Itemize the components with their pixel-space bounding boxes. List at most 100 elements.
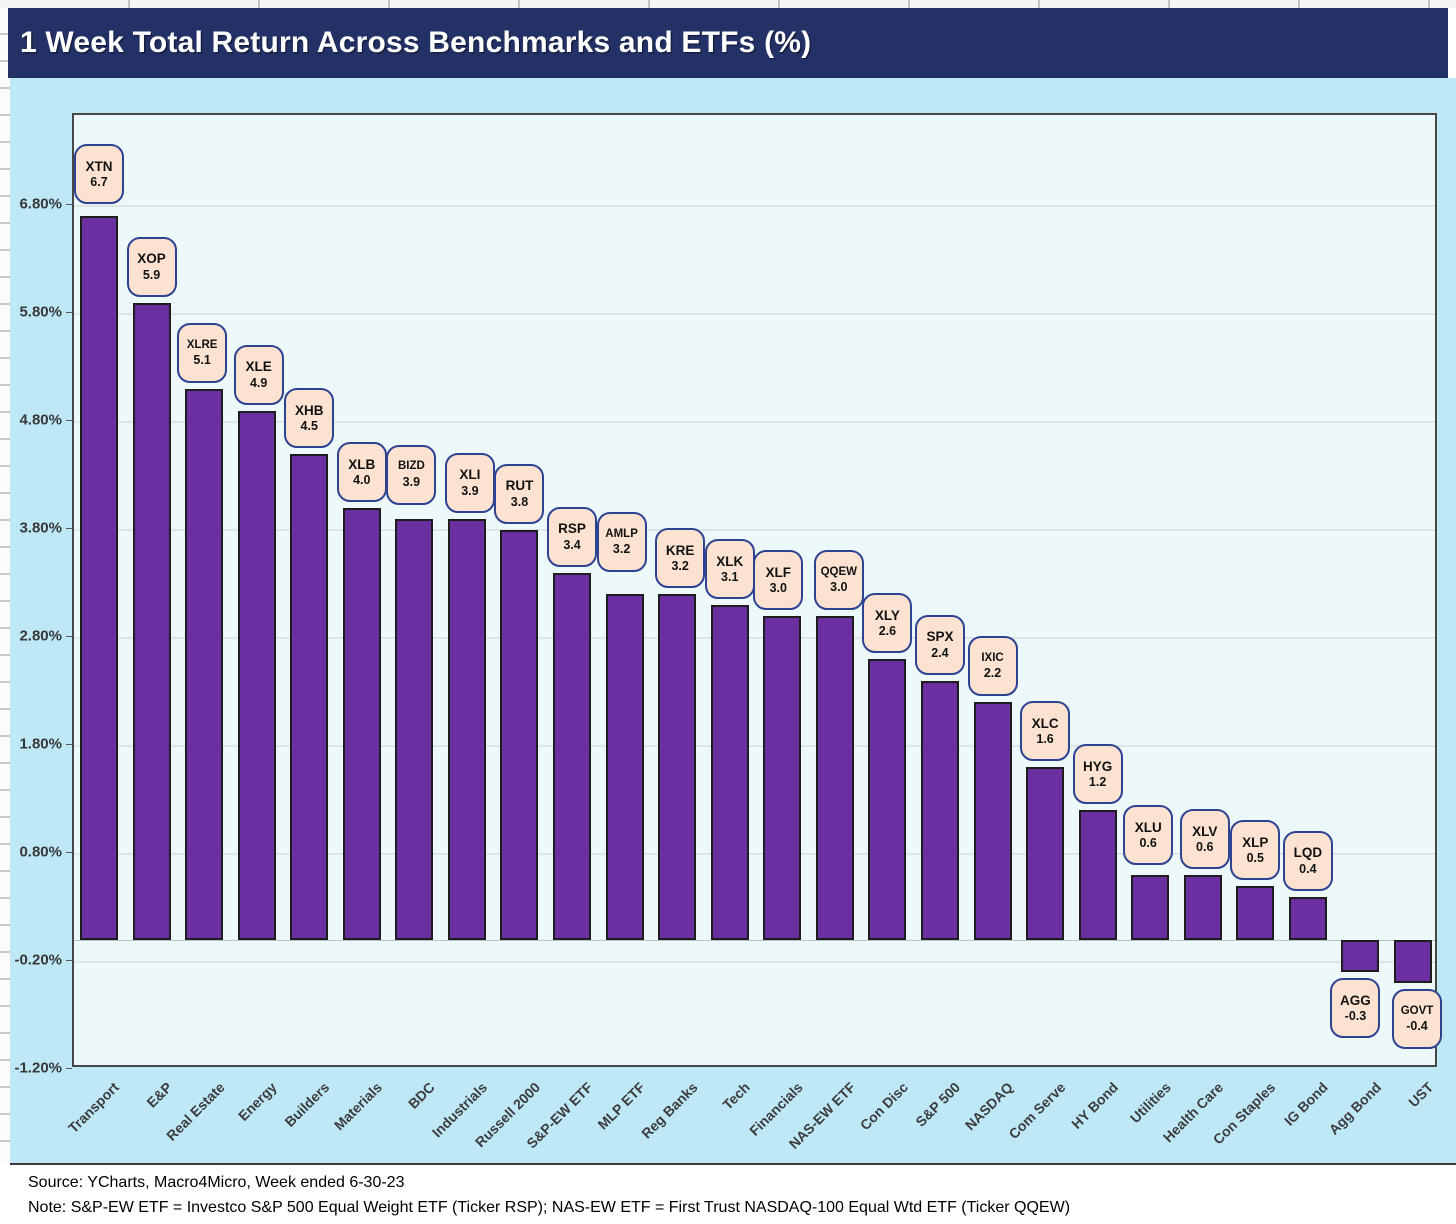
data-label-ticker-HYG: HYG [1082,758,1113,774]
chart-title: 1 Week Total Return Across Benchmarks an… [20,26,812,59]
data-label-value-XLU: 0.6 [1139,836,1157,851]
source-note: Source: YCharts, Macro4Micro, Week ended… [28,1174,405,1191]
data-label-value-XLB: 4.0 [353,473,371,487]
y-axis-tick [66,311,72,313]
bar-XLB[interactable] [342,508,381,940]
bar-XOP[interactable] [132,302,171,940]
data-label-box-XLE[interactable]: XLE 4.9 [233,344,284,405]
bar-BIZD[interactable] [395,518,434,940]
bar-XLV[interactable] [1183,875,1222,940]
bar-XHB[interactable] [290,454,329,940]
gridline-6-80 [74,204,1435,207]
gridline-3-80 [74,528,1435,531]
data-label-box-XLC[interactable]: XLC 1.6 [1020,701,1071,762]
data-label-value-XLP: 0.5 [1246,851,1264,865]
data-label-ticker-XOP: XOP [137,251,166,267]
data-label-box-XHB[interactable]: XHB 4.5 [284,388,335,448]
data-label-value-GOVT: -0.4 [1406,1019,1428,1034]
data-label-box-GOVT[interactable]: GOVT -0.4 [1392,989,1442,1050]
bar-XLRE[interactable] [185,389,224,940]
y-axis-label-0-80: 0.80% [19,843,62,861]
data-label-value-XLK: 3.1 [721,570,739,585]
x-axis-label-ig-bond: IG Bond [1281,1079,1332,1129]
bar-XTN[interactable] [80,216,118,940]
data-label-ticker-XLV: XLV [1192,823,1218,839]
x-axis-label-s-p-500: S&P 500 [912,1079,964,1130]
data-label-value-RSP: 3.4 [563,537,581,552]
data-label-ticker-XLF: XLF [765,564,792,580]
y-axis-label-0-20: -0.20% [14,951,62,969]
data-label-value-AGG: -0.3 [1344,1009,1367,1024]
data-label-ticker-XLK: XLK [716,553,744,569]
data-label-box-XLB[interactable]: XLB 4.0 [336,442,387,502]
bar-RUT[interactable] [500,529,539,940]
data-label-ticker-XLI: XLI [459,467,481,483]
bar-IXIC[interactable] [973,702,1012,940]
data-label-box-XOP[interactable]: XOP 5.9 [126,236,177,297]
bar-KRE[interactable] [658,594,697,940]
data-label-box-XLK[interactable]: XLK 3.1 [704,539,755,600]
y-axis-label-3-80: 3.80% [19,519,62,537]
data-label-value-XLF: 3.0 [769,581,787,595]
data-label-box-XLU[interactable]: XLU 0.6 [1123,805,1174,866]
y-axis-label-1-20: -1.20% [14,1059,62,1077]
data-label-ticker-AGG: AGG [1340,992,1371,1008]
data-label-value-IXIC: 2.2 [983,666,1002,681]
data-label-box-XLV[interactable]: XLV 0.6 [1179,809,1230,870]
data-label-box-AGG[interactable]: AGG -0.3 [1330,978,1381,1039]
gridline-1-80 [74,744,1435,747]
y-axis-tick [66,959,72,961]
data-label-box-XLF[interactable]: XLF 3.0 [753,550,804,610]
data-label-box-RUT[interactable]: RUT 3.8 [494,463,545,524]
data-label-ticker-XLU: XLU [1134,819,1162,835]
data-label-box-LQD[interactable]: LQD 0.4 [1282,830,1333,891]
bar-AGG[interactable] [1341,940,1380,973]
data-label-value-SPX: 2.4 [931,645,949,660]
y-axis-tick [66,743,72,745]
bar-XLU[interactable] [1131,875,1170,940]
y-axis-tick [66,851,72,853]
bar-SPX[interactable] [920,680,959,940]
x-axis-label-hy-bond: HY Bond [1068,1079,1121,1132]
data-label-box-IXIC[interactable]: IXIC 2.2 [967,636,1018,697]
bar-XLF[interactable] [763,616,802,940]
data-label-box-XTN[interactable]: XTN 6.7 [74,144,124,205]
bar-LQD[interactable] [1288,896,1327,940]
chart-canvas[interactable]: XTN 6.7 XOP 5.9 XLRE 5.1 XLE 4.9 XHB 4.5 XLB 4.0 BIZ… [10,78,1456,1165]
y-axis-tick [66,419,72,421]
data-label-ticker-XTN: XTN [85,158,113,174]
data-label-ticker-QQEW: QQEW [820,565,858,578]
data-label-ticker-GOVT: GOVT [1400,1004,1434,1017]
data-label-value-XOP: 5.9 [142,267,161,282]
data-label-value-HYG: 1.2 [1088,775,1107,790]
bar-RSP[interactable] [553,572,592,940]
data-label-ticker-XLE: XLE [245,359,272,375]
bar-QQEW[interactable] [815,616,854,940]
bar-AMLP[interactable] [605,594,644,940]
data-label-box-XLP[interactable]: XLP 0.5 [1230,820,1281,880]
y-axis-label-2-80: 2.80% [19,627,62,645]
gridline-5-80 [74,312,1435,315]
x-axis-label-con-disc: Con Disc [856,1079,911,1134]
data-label-value-KRE: 3.2 [671,559,689,574]
data-label-box-AMLP[interactable]: AMLP 3.2 [596,512,647,573]
bar-XLC[interactable] [1026,767,1065,940]
data-label-box-SPX[interactable]: SPX 2.4 [914,614,965,675]
bar-XLI[interactable] [447,518,486,940]
plot-area[interactable]: XTN 6.7 XOP 5.9 XLRE 5.1 XLE 4.9 XHB 4.5 XLB 4.0 BIZ… [72,113,1442,1067]
data-label-box-KRE[interactable]: KRE 3.2 [655,528,706,589]
bar-XLP[interactable] [1236,886,1275,940]
data-label-box-QQEW[interactable]: QQEW 3.0 [813,550,864,610]
data-label-box-HYG[interactable]: HYG 1.2 [1072,744,1123,805]
bar-XLE[interactable] [237,410,276,940]
data-label-box-BIZD[interactable]: BIZD 3.9 [386,444,437,505]
data-label-box-XLRE[interactable]: XLRE 5.1 [177,323,228,384]
data-label-box-XLI[interactable]: XLI 3.9 [444,452,495,513]
bar-XLK[interactable] [710,605,749,940]
data-label-box-XLY[interactable]: XLY 2.6 [862,593,913,654]
bar-XLY[interactable] [868,659,907,940]
bar-HYG[interactable] [1078,810,1117,940]
data-label-box-RSP[interactable]: RSP 3.4 [547,506,598,567]
bar-GOVT[interactable] [1394,940,1432,984]
